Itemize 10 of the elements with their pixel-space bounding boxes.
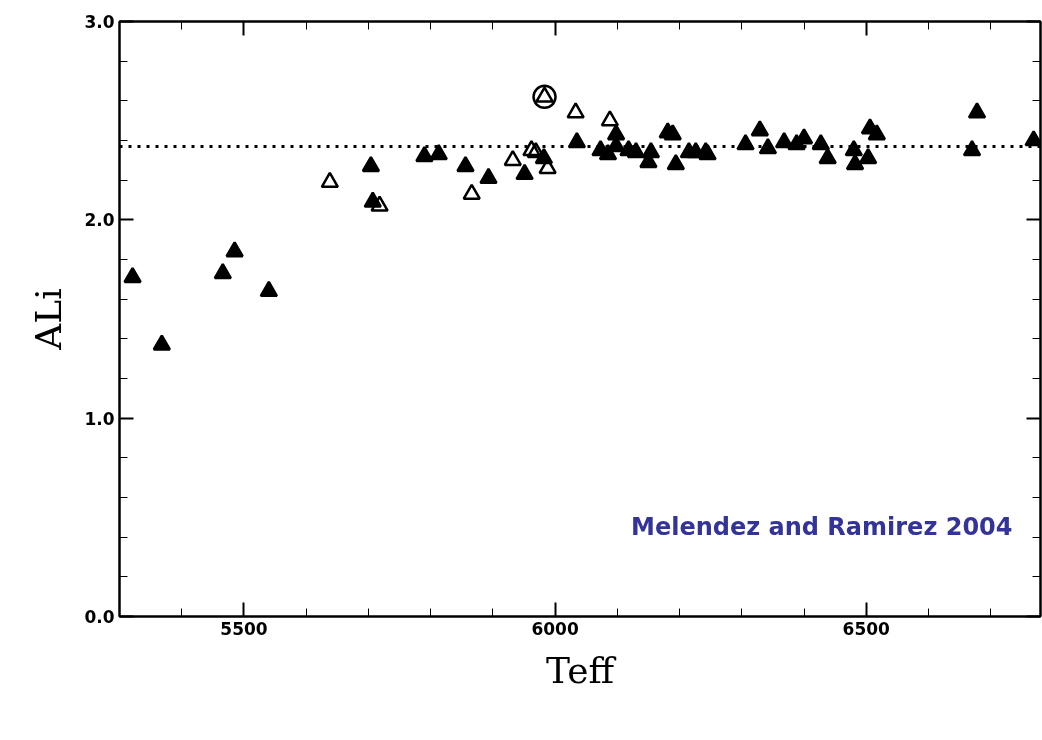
x-axis-title: Teff xyxy=(545,649,617,691)
x-tick-label: 5500 xyxy=(220,618,268,639)
y-axis-title: ALi xyxy=(28,288,70,351)
y-tick-label: 3.0 xyxy=(84,12,115,32)
y-tick-label: 0.0 xyxy=(84,607,115,627)
y-tick-label: 2.0 xyxy=(84,210,115,231)
x-tick-label: 6500 xyxy=(842,618,891,639)
x-tick-label: 6000 xyxy=(531,618,579,639)
annotation: Melendez and Ramirez 2004 xyxy=(631,512,1013,541)
y-tick-label: 1.0 xyxy=(84,408,115,429)
